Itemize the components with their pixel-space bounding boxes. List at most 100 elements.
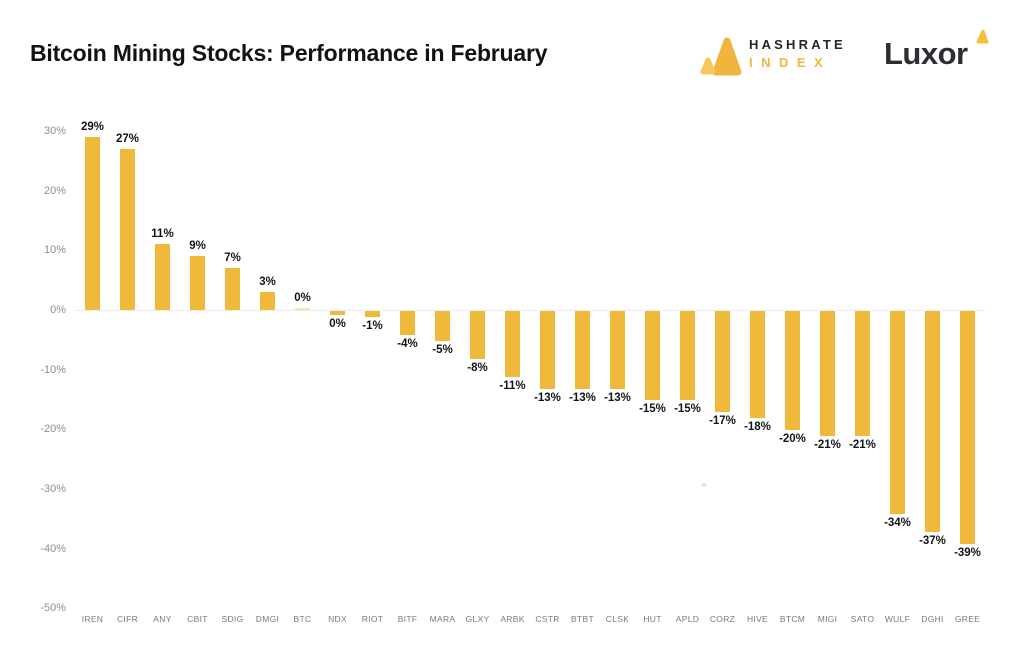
page-title: Bitcoin Mining Stocks: Performance in Fe… <box>30 40 548 66</box>
bar <box>575 311 590 389</box>
bar-value-label: -1% <box>362 319 383 332</box>
bar <box>260 292 275 310</box>
ticker-label: BTC <box>293 614 312 624</box>
hashrate-logo-large-triangle <box>712 37 742 76</box>
bar-value-label: -18% <box>744 421 771 434</box>
bar-value-label: 0% <box>294 292 311 305</box>
bar-value-label: -20% <box>779 433 806 446</box>
bar-value-label: -8% <box>467 361 488 374</box>
bar-value-label: 11% <box>151 228 174 241</box>
bar-value-label: 3% <box>259 276 276 289</box>
bar-value-label: 7% <box>224 252 241 265</box>
ticker-label: CBIT <box>187 614 208 624</box>
bar-value-label: 9% <box>189 240 206 253</box>
hashrate-wordmark-line2: INDEX <box>749 55 832 70</box>
y-tick-label: 10% <box>43 244 66 257</box>
bar <box>435 311 450 341</box>
y-tick-label: -10% <box>40 363 66 376</box>
y-tick-label: 30% <box>43 125 66 138</box>
bar <box>785 311 800 431</box>
ticker-label: BTBT <box>571 614 594 624</box>
bar <box>330 311 345 316</box>
bar <box>155 244 170 310</box>
ticker-label: IREN <box>81 614 104 624</box>
ticker-label: MARA <box>429 614 456 624</box>
bar-value-label: -21% <box>849 439 876 452</box>
bar-value-label: 27% <box>115 132 140 145</box>
ticker-label: ANY <box>153 614 172 624</box>
zero-baseline <box>75 310 985 311</box>
ticker-label: DMGI <box>255 614 280 624</box>
bar-value-label: -37% <box>919 534 946 547</box>
bar-value-label: -13% <box>569 391 596 404</box>
bar <box>890 311 905 514</box>
y-tick-label: 20% <box>43 184 66 197</box>
bar <box>925 311 940 532</box>
bar <box>85 137 100 310</box>
luxor-logo: Luxor <box>884 30 1004 76</box>
y-tick-label: -40% <box>40 542 66 555</box>
bar-value-label: -5% <box>432 343 453 356</box>
hashrate-wordmark-line1: HASHRATE <box>749 37 846 52</box>
luxor-wordmark: Luxor <box>884 36 968 71</box>
ticker-label: SDIG <box>221 614 244 624</box>
bar <box>365 311 380 317</box>
ticker-label: CLSK <box>605 614 630 624</box>
bar <box>470 311 485 359</box>
ticker-label: ARBK <box>500 614 525 624</box>
bar <box>120 148 135 310</box>
bar <box>820 311 835 437</box>
bar <box>505 311 520 377</box>
bar-value-label: -34% <box>884 516 911 529</box>
bar <box>610 311 625 389</box>
bar-value-label: -15% <box>674 403 701 416</box>
bar-value-label: -39% <box>954 546 981 559</box>
bar <box>645 311 660 401</box>
bar-value-label: -11% <box>499 379 526 392</box>
hashrate-index-logo: HASHRATE INDEX <box>699 33 859 79</box>
ticker-label: DGHI <box>921 614 944 624</box>
hashrate-index-wordmark: HASHRATE INDEX <box>749 37 846 71</box>
bar-value-label: -4% <box>397 337 418 350</box>
bar <box>190 256 205 310</box>
y-tick-label: -50% <box>40 602 66 615</box>
bar <box>295 308 310 310</box>
bar <box>960 311 975 544</box>
y-tick-label: -20% <box>40 423 66 436</box>
bar-value-label: -15% <box>639 403 666 416</box>
ticker-label: BTCM <box>779 614 806 624</box>
ticker-label: CIFR <box>116 614 139 624</box>
ticker-label: GLXY <box>465 614 490 624</box>
ticker-label: MIGI <box>817 614 838 624</box>
bar <box>540 311 555 389</box>
ticker-label: BITF <box>397 614 418 624</box>
ticker-label: CSTR <box>535 614 560 624</box>
hashrate-index-logo-icon <box>700 37 742 76</box>
ticker-label: GREE <box>954 614 981 624</box>
ticker-label: HIVE <box>746 614 769 624</box>
ticker-label: SATO <box>850 614 875 624</box>
bar <box>750 311 765 419</box>
ticker-label: NDX <box>328 614 347 624</box>
bar <box>855 311 870 437</box>
bar-value-label: -13% <box>604 391 631 404</box>
ticker-label: APLD <box>675 614 700 624</box>
ticker-label: CORZ <box>709 614 736 624</box>
bar-value-label: 29% <box>80 121 105 134</box>
y-tick-label: 0% <box>50 304 66 316</box>
bar-value-label: -21% <box>814 439 841 452</box>
bar-value-label: -13% <box>534 391 561 404</box>
bar <box>715 311 730 413</box>
ticker-label: RIOT <box>361 614 384 624</box>
bar-value-label: 0% <box>329 318 346 331</box>
y-tick-label: -30% <box>40 482 66 495</box>
ticker-label: WULF <box>884 614 911 624</box>
smudge-artifact <box>701 483 707 487</box>
hashrate-logo-small-triangle <box>700 57 716 75</box>
ticker-label: HUT <box>643 614 662 624</box>
bar <box>680 311 695 401</box>
bar <box>400 311 415 335</box>
bar-value-label: -17% <box>709 415 736 428</box>
